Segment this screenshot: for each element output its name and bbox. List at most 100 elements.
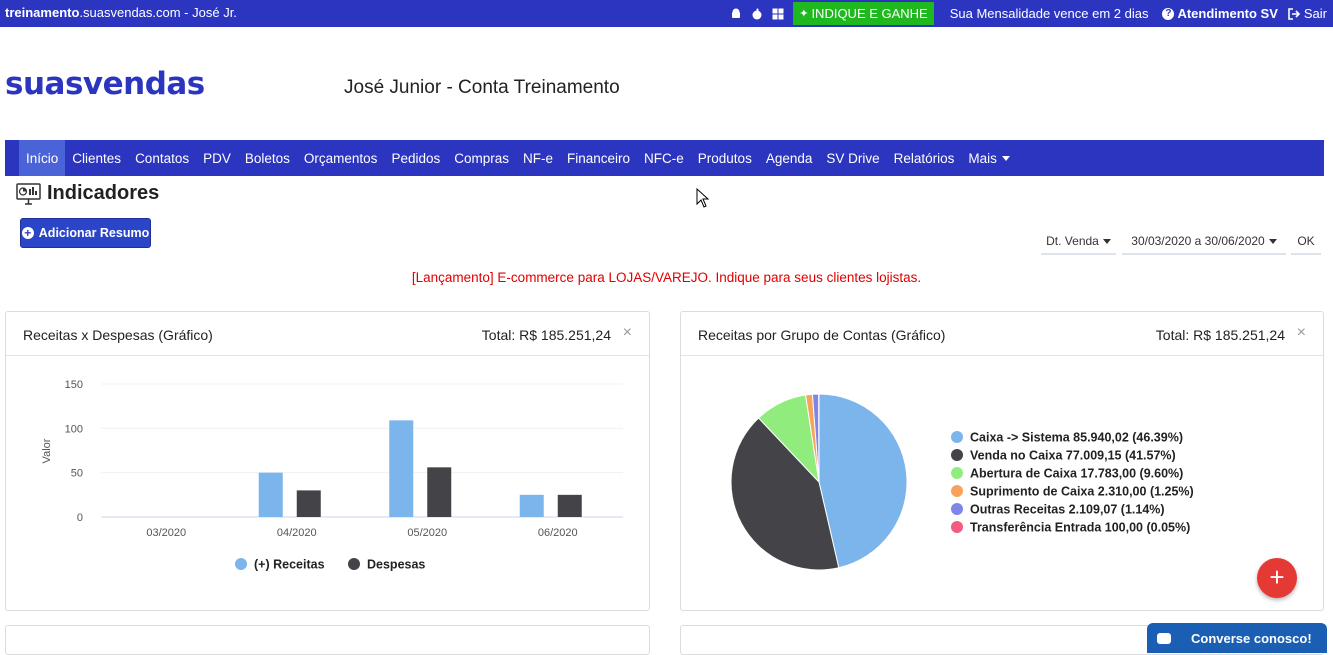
legend-marker [951,503,963,515]
bar-despesas-06-2020 [558,495,582,517]
nav-item-label: NF-e [523,151,553,166]
legend-marker [951,521,963,533]
date-range-value: 30/03/2020 a 30/06/2020 [1131,234,1264,248]
domain-bold: treinamento [5,5,79,20]
nav-item-label: Relatórios [894,151,955,166]
nav-item-label: Orçamentos [304,151,378,166]
panel-total: Total: R$ 185.251,24 [1156,327,1285,343]
legend-marker [951,485,963,497]
y-tick-label: 150 [65,379,83,391]
nav-item-label: Clientes [72,151,121,166]
nav-item-label: Pedidos [391,151,440,166]
nav-item-clientes[interactable]: Clientes [65,140,128,176]
x-tick-label: 03/2020 [146,527,186,539]
account-title: José Junior - Conta Treinamento [344,77,620,99]
panel-header: Receitas por Grupo de Contas (Gráfico) T… [681,312,1323,356]
legend-label: Venda no Caixa 77.009,15 (41.57%) [970,449,1176,463]
nav-item-nf-e[interactable]: NF-e [516,140,560,176]
x-tick-label: 04/2020 [277,527,317,539]
bar-receitas-04-2020 [259,473,283,517]
close-icon[interactable]: × [623,324,632,342]
x-tick-label: 05/2020 [407,527,447,539]
nav-item-label: PDV [203,151,231,166]
nav-item-label: NFC-e [644,151,684,166]
bar-despesas-04-2020 [297,490,321,517]
logout-icon [1288,8,1301,20]
y-axis-title: Valor [41,438,53,463]
nav-item-nfc-e[interactable]: NFC-e [637,140,691,176]
nav-item-sv-drive[interactable]: SV Drive [819,140,886,176]
nav-item-contatos[interactable]: Contatos [128,140,196,176]
atendimento-link[interactable]: ? Atendimento SV [1162,6,1277,21]
pie-chart: Caixa -> Sistema 85.940,02 (46.39%) Venda… [681,356,1323,610]
panel-header: Receitas x Despesas (Gráfico) Total: R$ … [6,312,649,356]
nav-item-or-amentos[interactable]: Orçamentos [297,140,385,176]
y-tick-label: 0 [77,512,83,524]
lower-panel-left [5,625,650,655]
suasvendas-logo[interactable]: suasvendas [5,66,205,102]
filter-ok-button[interactable]: OK [1291,229,1321,255]
top-bar: treinamento.suasvendas.com - José Jr. ✦ … [0,0,1333,27]
legend-label: Abertura de Caixa 17.783,00 (9.60%) [970,467,1183,481]
logout-label: Sair [1304,6,1327,21]
nav-item-label: Compras [454,151,509,166]
bar-receitas-05-2020 [389,420,413,517]
android-icon[interactable] [730,8,742,20]
indique-label: INDIQUE E GANHE [811,6,927,21]
plus-circle-icon: + [22,227,34,239]
question-icon: ? [1162,8,1174,20]
caret-down-icon [1103,239,1111,244]
account-domain: treinamento.suasvendas.com - José Jr. [5,5,237,20]
receitas-grupo-panel: Receitas por Grupo de Contas (Gráfico) T… [680,311,1324,611]
nav-item-label: Agenda [766,151,813,166]
nav-item-compras[interactable]: Compras [447,140,516,176]
y-tick-label: 100 [65,423,83,435]
nav-item-pdv[interactable]: PDV [196,140,238,176]
legend-marker [951,431,963,443]
nav-item-boletos[interactable]: Boletos [238,140,297,176]
announcement-banner[interactable]: [Lançamento] E-commerce para LOJAS/VAREJ… [0,270,1333,285]
nav-item-in-cio[interactable]: Início [19,140,65,176]
close-icon[interactable]: × [1297,324,1306,342]
bar-receitas-06-2020 [520,495,544,517]
nav-item-pedidos[interactable]: Pedidos [384,140,447,176]
indique-ganhe-button[interactable]: ✦ INDIQUE E GANHE [793,2,934,25]
add-fab-button[interactable]: + [1257,558,1297,598]
add-summary-button[interactable]: + Adicionar Resumo [20,218,151,248]
windows-icon[interactable] [772,8,784,20]
legend-marker [951,467,963,479]
legend-label: Suprimento de Caixa 2.310,00 (1.25%) [970,485,1194,499]
nav-item-label: Mais [968,151,997,166]
nav-item-label: Boletos [245,151,290,166]
nav-item-relat-rios[interactable]: Relatórios [887,140,962,176]
nav-item-label: Contatos [135,151,189,166]
date-type-value: Dt. Venda [1046,234,1099,248]
legend-label: Caixa -> Sistema 85.940,02 (46.39%) [970,431,1183,445]
chat-widget[interactable]: Converse conosco! [1147,623,1327,653]
legend-label: Transferência Entrada 100,00 (0.05%) [970,521,1190,535]
legend-marker [235,558,247,570]
page-header: Indicadores [16,182,159,205]
main-nav: Início Clientes Contatos PDV Boletos Orçament… [5,140,1324,176]
receitas-despesas-panel: Receitas x Despesas (Gráfico) Total: R$ … [5,311,650,611]
date-type-select[interactable]: Dt. Venda [1041,229,1116,255]
caret-down-icon [1002,156,1010,161]
legend-marker [348,558,360,570]
share-icon: ✦ [799,7,808,20]
chat-label: Converse conosco! [1191,631,1312,646]
nav-item-label: Início [26,151,58,166]
apple-icon[interactable] [751,8,763,20]
domain-rest: .suasvendas.com - José Jr. [79,5,237,20]
dashboard-monitor-icon [16,183,41,205]
add-summary-label: Adicionar Resumo [39,226,149,240]
date-range-select[interactable]: 30/03/2020 a 30/06/2020 [1122,229,1286,255]
y-tick-label: 50 [71,468,83,480]
nav-item-agenda[interactable]: Agenda [759,140,820,176]
nav-item-financeiro[interactable]: Financeiro [560,140,637,176]
filter-ok-label: OK [1297,234,1314,248]
mensalidade-notice: Sua Mensalidade vence em 2 dias [950,6,1149,21]
nav-item-produtos[interactable]: Produtos [691,140,759,176]
logout-link[interactable]: Sair [1288,6,1327,21]
nav-item-mais[interactable]: Mais [961,140,1017,176]
